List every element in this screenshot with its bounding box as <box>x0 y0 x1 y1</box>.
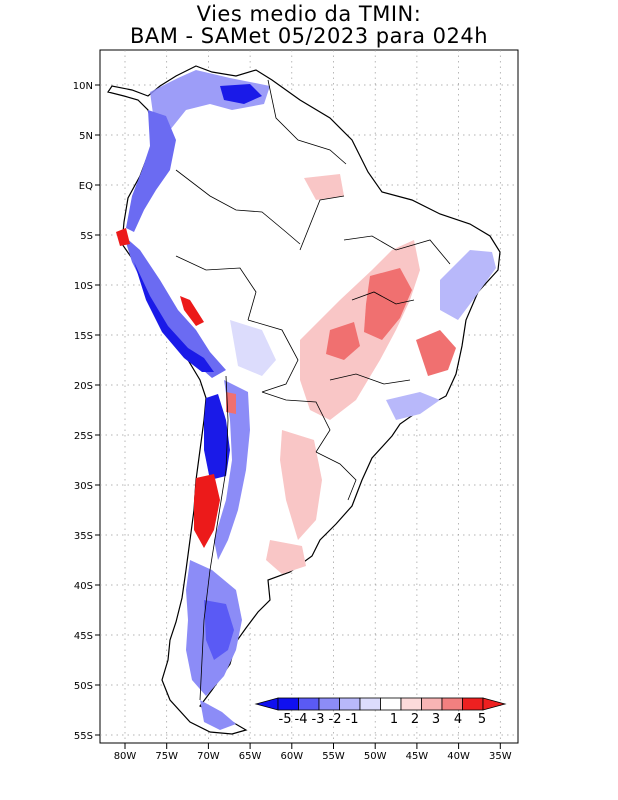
colorbar-label: -3 <box>312 712 325 727</box>
border-state-south <box>329 373 411 385</box>
border-state-amazonas <box>299 195 345 251</box>
chart-title-line1: Vies medio da TMIN: <box>196 2 422 26</box>
chart-title-line2: BAM - SAMet 05/2023 para 024h <box>129 24 489 48</box>
lat-label: 20S <box>74 381 93 392</box>
lat-label: 40S <box>74 581 93 592</box>
colorbar-box <box>421 697 443 711</box>
colorbar-label: -1 <box>346 712 359 727</box>
lon-label: 65W <box>239 751 262 762</box>
lat-label: 30S <box>74 481 93 492</box>
lon-label: 70W <box>197 751 220 762</box>
bias-region-andes-peru <box>124 236 226 378</box>
bias-region-colombia <box>126 110 176 232</box>
colorbar-box <box>380 697 402 711</box>
colorbar-label: 2 <box>411 712 419 727</box>
bias-region-tierra-del-fuego <box>200 700 236 730</box>
longitude-labels: 80W 75W 70W 65W 60W 55W 50W 45W 40W 35W <box>114 743 512 762</box>
colorbar-box <box>277 697 299 711</box>
colorbar-label: -4 <box>295 712 308 727</box>
colorbar-box <box>400 697 422 711</box>
bias-region-peru-coast <box>134 262 214 372</box>
border-chile-argentina <box>199 375 229 701</box>
border-venezuela-guyana <box>267 79 347 165</box>
lon-label: 45W <box>406 751 429 762</box>
bias-region-minas-east <box>416 330 456 376</box>
lat-label: 5S <box>80 231 93 242</box>
bias-region-pampa <box>280 430 322 540</box>
positive-bias-areas <box>116 174 456 574</box>
colorbar-box <box>359 697 381 711</box>
country-borders <box>175 79 451 701</box>
latitude-labels: 10N 5N EQ 5S 10S 15S 20S 25S 30S 35S 40S 45S 50S 55S <box>73 81 100 742</box>
lon-label: 60W <box>280 751 303 762</box>
colorbar-label: -5 <box>279 712 292 727</box>
colorbar-label: 5 <box>478 712 486 727</box>
border-peru-brazil <box>175 255 257 321</box>
lon-label: 80W <box>114 751 137 762</box>
lat-label: 5N <box>79 131 93 142</box>
bias-region-southeast-blue <box>386 392 440 420</box>
lat-label: 35S <box>74 531 93 542</box>
bias-region-bolivia-light <box>230 320 276 376</box>
lat-label: 55S <box>74 731 93 742</box>
lat-label: 50S <box>74 681 93 692</box>
colorbar-max-arrow <box>482 697 507 711</box>
colorbar-box <box>441 697 463 711</box>
bias-region-north-coast <box>220 84 262 104</box>
border-state-central <box>351 291 415 305</box>
colorbar-label: 1 <box>390 712 398 727</box>
border-paraguay <box>261 391 331 453</box>
lat-label: 10S <box>74 281 93 292</box>
bias-region-argentina-south <box>266 540 306 574</box>
colorbar-box <box>318 697 340 711</box>
bias-region-amazon-north <box>304 174 344 200</box>
lat-label: 15S <box>74 331 93 342</box>
lon-label: 55W <box>322 751 345 762</box>
negative-bias-areas <box>124 70 496 730</box>
bias-region-northeast-blue <box>440 250 496 320</box>
colorbar-box <box>298 697 320 711</box>
colorbar-label: -2 <box>329 712 342 727</box>
bias-region-ecuador-spot <box>116 228 130 246</box>
bias-region-atacama <box>226 392 236 414</box>
border-bolivia-brazil <box>247 319 299 393</box>
lat-label: 25S <box>74 431 93 442</box>
lat-label: 45S <box>74 631 93 642</box>
border-state-north <box>343 235 451 265</box>
lon-label: 50W <box>364 751 387 762</box>
bias-region-chile-north <box>204 394 230 480</box>
lat-label: 10N <box>73 81 93 92</box>
colorbar: -5 -4 -3 -2 -1 1 2 3 4 5 <box>254 697 507 727</box>
border-colombia-brazil <box>175 169 301 245</box>
colorbar-box <box>339 697 361 711</box>
lat-label: EQ <box>79 181 93 192</box>
bias-region-chile-central <box>194 474 220 548</box>
bias-region-mato-grosso <box>326 322 360 360</box>
lon-label: 35W <box>489 751 512 762</box>
bias-region-peru-spots <box>180 296 204 326</box>
colorbar-box <box>462 697 484 711</box>
bias-region-andes-central <box>214 380 250 560</box>
colorbar-label: 4 <box>454 712 462 727</box>
colorbar-label: 3 <box>432 712 440 727</box>
bias-region-patagonia-deep <box>204 600 234 660</box>
bias-region-brazil-plateau <box>364 268 412 340</box>
lon-label: 75W <box>155 751 178 762</box>
lon-label: 40W <box>447 751 470 762</box>
border-uruguay <box>315 451 357 501</box>
